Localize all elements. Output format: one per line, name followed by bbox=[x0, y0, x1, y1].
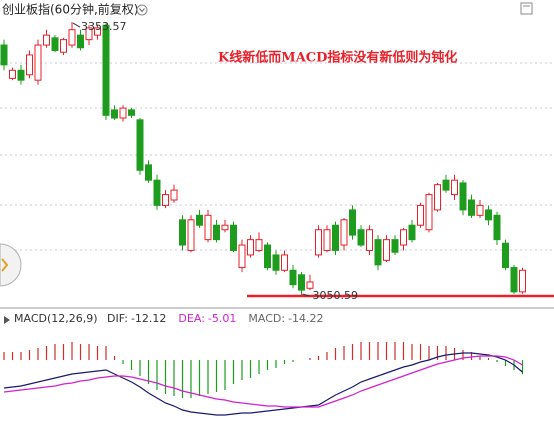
candle-body bbox=[349, 209, 356, 236]
candle-body bbox=[502, 242, 509, 269]
legend-name: DEA bbox=[178, 312, 204, 325]
legend-entry: DIF-12.12 bbox=[107, 312, 172, 325]
candle-body bbox=[391, 239, 399, 253]
candle-body bbox=[281, 254, 288, 271]
candle-body bbox=[230, 224, 237, 251]
legend-name: MACD bbox=[248, 312, 285, 325]
candle-body bbox=[0, 44, 8, 66]
candle-body bbox=[34, 44, 42, 81]
macd-menu-icon[interactable] bbox=[4, 316, 10, 324]
side-toggle-shape[interactable] bbox=[0, 243, 22, 287]
candle-body bbox=[468, 199, 475, 216]
candle-body bbox=[196, 214, 203, 226]
candle-body bbox=[111, 109, 118, 119]
candle-body bbox=[400, 229, 407, 246]
candle-body bbox=[434, 184, 441, 211]
candle-body bbox=[476, 204, 484, 216]
candle-body bbox=[493, 214, 501, 241]
legend-name: DIF bbox=[107, 312, 128, 325]
candle-body bbox=[315, 229, 322, 256]
candle-body bbox=[17, 69, 25, 81]
candle-body bbox=[306, 281, 314, 289]
candle-body bbox=[145, 164, 152, 181]
annotation: K线新低而MACD指标没有新低则为钝化 bbox=[218, 50, 457, 66]
candle-body bbox=[459, 182, 467, 211]
candle-body bbox=[340, 219, 348, 246]
candle-body bbox=[119, 107, 127, 119]
candle-body bbox=[289, 269, 297, 286]
candle-body bbox=[128, 109, 135, 116]
candle-body bbox=[43, 34, 50, 46]
candle-body bbox=[383, 239, 390, 261]
candle-body bbox=[408, 224, 416, 241]
high-label: 3353.57 bbox=[81, 20, 127, 33]
macd-line bbox=[3, 352, 523, 416]
candle-body bbox=[238, 244, 246, 269]
macd-title: MACD(12,26,9) bbox=[14, 312, 98, 325]
candle-body bbox=[366, 229, 373, 251]
candle-body bbox=[204, 214, 212, 241]
high-pointer bbox=[72, 22, 81, 28]
candle-body bbox=[417, 204, 424, 226]
candle-body bbox=[332, 224, 339, 251]
candle-body bbox=[272, 254, 280, 271]
candle-body bbox=[442, 179, 450, 191]
candle-body bbox=[85, 27, 93, 41]
title-dropdown[interactable] bbox=[136, 4, 148, 16]
window-icon[interactable] bbox=[520, 2, 533, 15]
candle-body bbox=[298, 274, 305, 291]
legend-value: -5.01 bbox=[207, 312, 237, 325]
candle-body bbox=[179, 219, 186, 246]
candle-body bbox=[425, 194, 433, 231]
candle-body bbox=[153, 179, 161, 206]
window-button[interactable] bbox=[520, 2, 533, 15]
candle-body bbox=[213, 224, 220, 241]
chart-title: 创业板指(60分钟,前复权) bbox=[2, 2, 138, 17]
dropdown-arrow bbox=[139, 8, 145, 13]
candle-body bbox=[510, 267, 518, 293]
legend-entry: DEA-5.01 bbox=[178, 312, 242, 325]
candle-body bbox=[94, 27, 101, 36]
candle-body bbox=[255, 239, 263, 251]
candle-body bbox=[221, 224, 229, 231]
low-pointer bbox=[302, 293, 310, 297]
candle-body bbox=[60, 39, 67, 53]
candle-body bbox=[77, 34, 84, 49]
macd-line bbox=[3, 355, 523, 408]
side-toggle-arrow bbox=[1, 258, 9, 272]
candle-body bbox=[247, 239, 254, 256]
candle-body bbox=[26, 54, 33, 76]
macd-legend: MACD(12,26,9) DIF-12.12 DEA-5.01 MACD-14.2… bbox=[14, 312, 336, 325]
legend-value: -14.22 bbox=[288, 312, 324, 325]
candle-body bbox=[9, 69, 16, 79]
candle-body bbox=[264, 244, 271, 269]
candle-body bbox=[170, 189, 178, 201]
candle-body bbox=[68, 29, 76, 46]
background-rules bbox=[0, 62, 554, 251]
candle-body bbox=[162, 194, 169, 206]
dropdown-icon[interactable] bbox=[136, 4, 148, 16]
candle-body bbox=[323, 229, 331, 251]
candle-body bbox=[519, 269, 526, 293]
candle-body bbox=[51, 37, 59, 51]
candle-body bbox=[102, 24, 110, 116]
legend-value: -12.12 bbox=[130, 312, 167, 325]
candle-body bbox=[357, 229, 365, 246]
candle-body bbox=[374, 239, 382, 266]
candle-body bbox=[485, 209, 492, 221]
candle-body bbox=[451, 179, 458, 196]
low-label: 3050.59 bbox=[313, 289, 359, 302]
candle-body bbox=[136, 119, 144, 171]
side-toggle[interactable] bbox=[0, 243, 22, 287]
legend-entry: MACD-14.22 bbox=[248, 312, 329, 325]
candle-body bbox=[187, 219, 195, 251]
